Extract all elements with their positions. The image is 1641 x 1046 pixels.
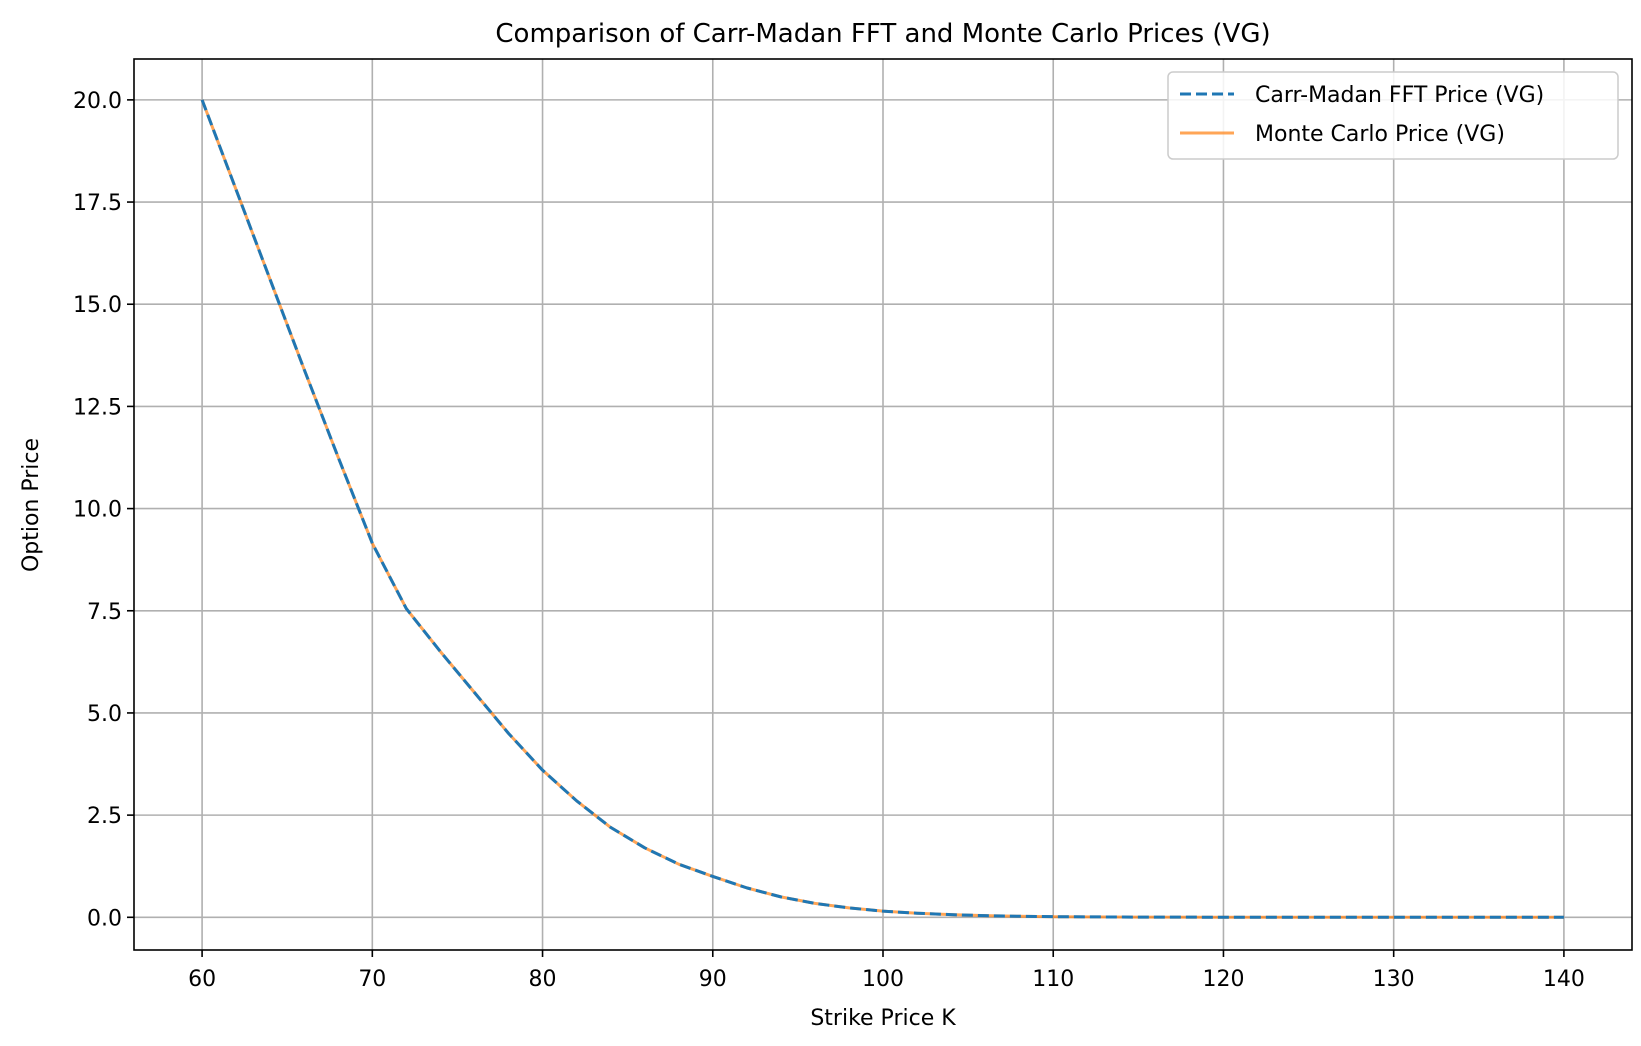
y-axis-ticks: 0.0 2.5 5.0 7.5 10.0 12.5 15.0 17.5 20.0 <box>73 89 134 931</box>
y-tick-label: 2.5 <box>87 804 122 829</box>
x-tick-label: 100 <box>862 967 904 992</box>
chart-title: Comparison of Carr-Madan FFT and Monte C… <box>495 19 1270 49</box>
y-tick-label: 12.5 <box>73 395 122 420</box>
legend: Carr-Madan FFT Price (VG) Monte Carlo Pr… <box>1167 71 1619 160</box>
y-tick-label: 7.5 <box>87 600 122 625</box>
x-tick-label: 110 <box>1032 967 1074 992</box>
x-tick-label: 90 <box>699 967 727 992</box>
y-tick-label: 20.0 <box>73 89 122 114</box>
x-tick-label: 130 <box>1373 967 1415 992</box>
legend-box <box>1167 71 1619 160</box>
y-tick-label: 17.5 <box>73 191 122 216</box>
y-tick-label: 0.0 <box>87 906 122 931</box>
x-tick-label: 80 <box>529 967 557 992</box>
x-tick-label: 120 <box>1202 967 1244 992</box>
y-tick-label: 15.0 <box>73 293 122 318</box>
y-tick-label: 10.0 <box>73 498 122 523</box>
legend-label-monte-carlo: Monte Carlo Price (VG) <box>1255 122 1505 147</box>
y-tick-label: 5.0 <box>87 702 122 727</box>
x-tick-label: 70 <box>358 967 386 992</box>
legend-label-carr-madan: Carr-Madan FFT Price (VG) <box>1255 83 1544 108</box>
series-line-carr-madan-fft <box>200 99 1564 919</box>
x-tick-label: 140 <box>1543 967 1585 992</box>
y-axis-label: Option Price <box>19 438 44 572</box>
series-lines <box>200 99 1564 919</box>
x-tick-label: 60 <box>188 967 216 992</box>
x-axis-ticks: 60 70 80 90 100 110 120 130 140 <box>188 950 1585 992</box>
x-axis-label: Strike Price K <box>810 1006 956 1031</box>
